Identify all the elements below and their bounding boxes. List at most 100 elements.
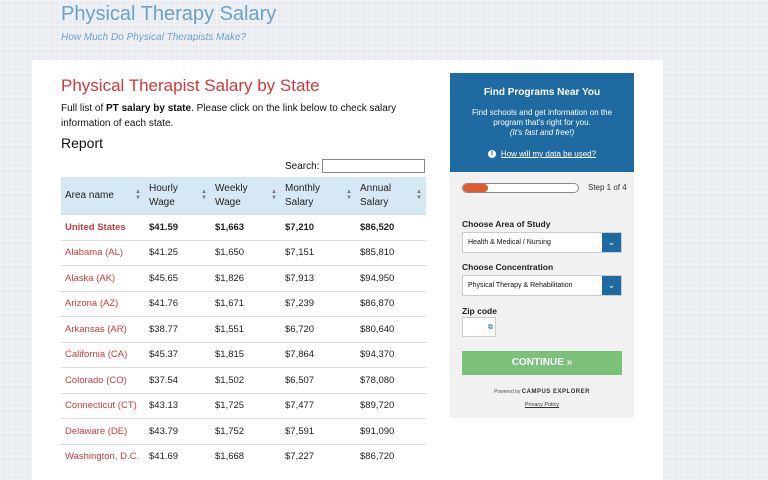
table-row: Washington, D.C. $41.69 $1,668 $7,227 $86,72… bbox=[61, 443, 426, 469]
table-cell: $7,591 bbox=[281, 418, 356, 444]
area-link[interactable]: California (CA) bbox=[61, 341, 145, 368]
area-link[interactable]: Delaware (DE) bbox=[61, 418, 145, 444]
progress-fill bbox=[463, 184, 489, 192]
sort-arrows-icon: ▲ ▼ bbox=[346, 188, 352, 201]
salary-table: Area name ▲ ▼ Hourly Wage ▲ ▼ Weekly Wage ▲ ▼ … bbox=[61, 177, 426, 469]
zip-code-input[interactable]: ⧉ bbox=[462, 317, 496, 337]
double-chevron-right-icon: » bbox=[566, 357, 573, 368]
column-header-weekly[interactable]: Weekly Wage ▲ ▼ bbox=[211, 177, 281, 215]
page-heading: Physical Therapist Salary by State bbox=[61, 76, 320, 95]
sort-arrows-icon: ▲ ▼ bbox=[271, 188, 277, 201]
table-cell: $1,725 bbox=[211, 392, 281, 419]
chevron-down-icon: ⌄ bbox=[602, 276, 621, 295]
table-cell: $45.37 bbox=[145, 341, 211, 368]
area-link[interactable]: Arkansas (AR) bbox=[61, 316, 145, 342]
table-cell: $1,502 bbox=[211, 367, 281, 393]
search-label: Search: bbox=[285, 161, 320, 172]
table-cell: $38.77 bbox=[145, 316, 211, 342]
table-cell: $1,551 bbox=[211, 316, 281, 342]
table-cell: $1,815 bbox=[211, 341, 281, 368]
table-cell: $7,864 bbox=[281, 341, 356, 368]
site-title: Physical Therapy Salary bbox=[61, 3, 277, 25]
sidebar-header: Find Programs Near You Find schools and … bbox=[450, 73, 634, 172]
table-cell: $41.25 bbox=[145, 239, 211, 266]
table-cell: $7,210 bbox=[281, 214, 356, 240]
table-row: Colorado (CO) $37.54 $1,502 $6,507 $78,080 bbox=[61, 367, 426, 393]
table-cell: $7,477 bbox=[281, 392, 356, 419]
table-cell: $41.76 bbox=[145, 290, 211, 317]
data-usage-link[interactable]: How will my data be used? bbox=[500, 149, 597, 159]
table-cell: $80,640 bbox=[356, 316, 426, 342]
info-icon: i bbox=[487, 149, 496, 158]
table-cell: $91,090 bbox=[356, 418, 426, 444]
table-cell: $89,720 bbox=[356, 392, 426, 419]
progress-bar bbox=[462, 183, 579, 193]
area-of-study-select[interactable]: Health & Medical / Nursing ⌄ bbox=[462, 232, 622, 253]
area-link[interactable]: Connecticut (CT) bbox=[61, 392, 145, 419]
table-cell: $86,720 bbox=[356, 443, 426, 469]
table-cell: $6,720 bbox=[281, 316, 356, 342]
continue-button[interactable]: CONTINUE » bbox=[462, 351, 622, 375]
table-cell: $7,913 bbox=[281, 265, 356, 291]
sort-arrows-icon: ▲ ▼ bbox=[135, 188, 141, 201]
table-cell: $7,227 bbox=[281, 443, 356, 469]
area-link[interactable]: Colorado (CO) bbox=[61, 367, 145, 393]
column-header-area[interactable]: Area name ▲ ▼ bbox=[61, 177, 145, 215]
search-input[interactable] bbox=[322, 159, 425, 173]
table-cell: $37.54 bbox=[145, 367, 211, 393]
table-row: Alaska (AK) $45.65 $1,826 $7,913 $94,950 bbox=[61, 265, 426, 291]
table-row: United States $41.59 $1,663 $7,210 $86,520 bbox=[61, 214, 426, 240]
table-cell: $6,507 bbox=[281, 367, 356, 393]
table-cell: $41.59 bbox=[145, 214, 211, 240]
area-link[interactable]: Arizona (AZ) bbox=[61, 290, 145, 317]
campus-explorer-logo: CAMPUS EXPLORER bbox=[521, 389, 590, 395]
column-header-annual[interactable]: Annual Salary ▲ ▼ bbox=[356, 177, 426, 215]
table-row: Delaware (DE) $43.79 $1,752 $7,591 $91,090 bbox=[61, 418, 426, 444]
area-link[interactable]: Washington, D.C. bbox=[61, 443, 145, 469]
site-subtitle: How Much Do Physical Therapists Make? bbox=[61, 32, 247, 43]
area-link[interactable]: Alabama (AL) bbox=[61, 239, 145, 266]
table-cell: $41.69 bbox=[145, 443, 211, 469]
column-header-hourly[interactable]: Hourly Wage ▲ ▼ bbox=[145, 177, 211, 215]
table-row: Alabama (AL) $41.25 $1,650 $7,151 $85,810 bbox=[61, 239, 426, 266]
table-cell: $1,668 bbox=[211, 443, 281, 469]
zip-code-label: Zip code bbox=[462, 306, 497, 316]
sort-arrows-icon: ▲ ▼ bbox=[416, 188, 422, 201]
table-row: Connecticut (CT) $43.13 $1,725 $7,477 $89,72… bbox=[61, 392, 426, 419]
table-row: California (CA) $45.37 $1,815 $7,864 $94,370 bbox=[61, 341, 426, 368]
intro-text: Full list of PT salary by state. Please … bbox=[61, 103, 397, 129]
data-usage-info[interactable]: i How will my data be used? bbox=[450, 149, 634, 158]
table-cell: $7,239 bbox=[281, 290, 356, 317]
table-cell: $1,752 bbox=[211, 418, 281, 444]
sort-arrows-icon: ▲ ▼ bbox=[201, 188, 207, 201]
autofill-icon: ⧉ bbox=[488, 324, 493, 331]
concentration-select[interactable]: Physical Therapy & Rehabilitation ⌄ bbox=[462, 275, 622, 296]
table-cell: $7,151 bbox=[281, 239, 356, 266]
chevron-down-icon: ⌄ bbox=[602, 233, 621, 252]
table-cell: $1,671 bbox=[211, 290, 281, 317]
table-row: Arkansas (AR) $38.77 $1,551 $6,720 $80,640 bbox=[61, 316, 426, 342]
table-row: Arizona (AZ) $41.76 $1,671 $7,239 $86,870 bbox=[61, 290, 426, 317]
privacy-policy-link[interactable]: Privacy Policy bbox=[524, 402, 560, 408]
table-cell: $94,370 bbox=[356, 341, 426, 368]
concentration-label: Choose Concentration bbox=[462, 262, 554, 272]
table-cell: $43.79 bbox=[145, 418, 211, 444]
lead-form-sidebar: Find Programs Near You Find schools and … bbox=[450, 73, 634, 418]
step-indicator: Step 1 of 4 bbox=[588, 183, 627, 192]
table-cell: $86,520 bbox=[356, 214, 426, 240]
column-header-monthly[interactable]: Monthly Salary ▲ ▼ bbox=[281, 177, 356, 215]
table-cell: $86,870 bbox=[356, 290, 426, 317]
powered-by: Powered by CAMPUS EXPLORER bbox=[494, 389, 590, 395]
sidebar-title: Find Programs Near You bbox=[483, 87, 601, 98]
area-link[interactable]: United States bbox=[61, 214, 145, 240]
table-cell: $94,950 bbox=[356, 265, 426, 291]
area-of-study-label: Choose Area of Study bbox=[462, 219, 551, 229]
table-cell: $45.65 bbox=[145, 265, 211, 291]
table-cell: $43.13 bbox=[145, 392, 211, 419]
table-cell: $78,080 bbox=[356, 367, 426, 393]
table-cell: $85,810 bbox=[356, 239, 426, 266]
table-cell: $1,650 bbox=[211, 239, 281, 266]
report-heading: Report bbox=[61, 135, 104, 151]
table-cell: $1,826 bbox=[211, 265, 281, 291]
area-link[interactable]: Alaska (AK) bbox=[61, 265, 145, 291]
